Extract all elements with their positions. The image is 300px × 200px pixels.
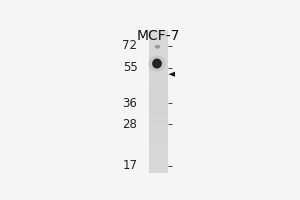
Bar	[149, 164, 168, 166]
Bar	[149, 59, 168, 61]
Bar	[149, 68, 168, 71]
Bar	[149, 73, 168, 76]
Bar	[149, 80, 168, 83]
Bar	[149, 49, 168, 52]
Bar	[149, 157, 168, 159]
Bar	[149, 52, 168, 54]
Text: 55: 55	[123, 61, 137, 74]
Bar	[149, 71, 168, 73]
Bar	[149, 154, 168, 157]
Bar	[149, 104, 168, 107]
Bar	[149, 87, 168, 90]
Bar	[149, 92, 168, 95]
Bar	[149, 135, 168, 138]
Polygon shape	[168, 72, 175, 77]
Bar	[149, 40, 168, 42]
Bar	[149, 152, 168, 154]
Bar	[149, 44, 168, 47]
Bar	[149, 33, 168, 35]
Bar	[149, 159, 168, 161]
Bar	[149, 47, 168, 49]
Bar	[149, 171, 168, 173]
Bar	[149, 56, 168, 59]
Bar	[149, 30, 168, 33]
Bar	[149, 150, 168, 152]
Bar	[149, 111, 168, 114]
Bar	[149, 90, 168, 92]
Ellipse shape	[152, 59, 162, 69]
Text: 28: 28	[123, 118, 137, 131]
Bar	[149, 109, 168, 111]
Ellipse shape	[154, 45, 160, 49]
Bar	[149, 145, 168, 147]
Text: MCF-7: MCF-7	[137, 29, 180, 43]
Bar	[149, 147, 168, 150]
Bar	[149, 140, 168, 142]
Bar	[149, 169, 168, 171]
Bar	[149, 166, 168, 169]
Bar	[149, 85, 168, 87]
Text: 17: 17	[122, 159, 137, 172]
Bar	[149, 114, 168, 116]
Bar	[149, 123, 168, 126]
Bar	[149, 42, 168, 44]
Ellipse shape	[148, 56, 166, 72]
Text: 36: 36	[123, 97, 137, 110]
Text: 72: 72	[122, 39, 137, 52]
Bar	[149, 35, 168, 37]
Bar	[149, 54, 168, 56]
Bar	[149, 102, 168, 104]
Bar	[149, 142, 168, 145]
Bar	[149, 64, 168, 66]
Bar	[149, 61, 168, 64]
Bar	[149, 97, 168, 99]
Bar	[149, 161, 168, 164]
Bar	[149, 99, 168, 102]
Bar	[149, 76, 168, 78]
Bar	[149, 128, 168, 130]
Bar	[149, 78, 168, 80]
Bar	[149, 130, 168, 133]
Bar	[149, 66, 168, 68]
Bar	[149, 133, 168, 135]
Bar	[149, 107, 168, 109]
Bar	[149, 118, 168, 121]
Bar	[149, 126, 168, 128]
Bar	[149, 37, 168, 40]
Bar	[149, 95, 168, 97]
Bar	[149, 116, 168, 118]
Bar	[149, 138, 168, 140]
Bar	[149, 121, 168, 123]
Bar	[149, 83, 168, 85]
